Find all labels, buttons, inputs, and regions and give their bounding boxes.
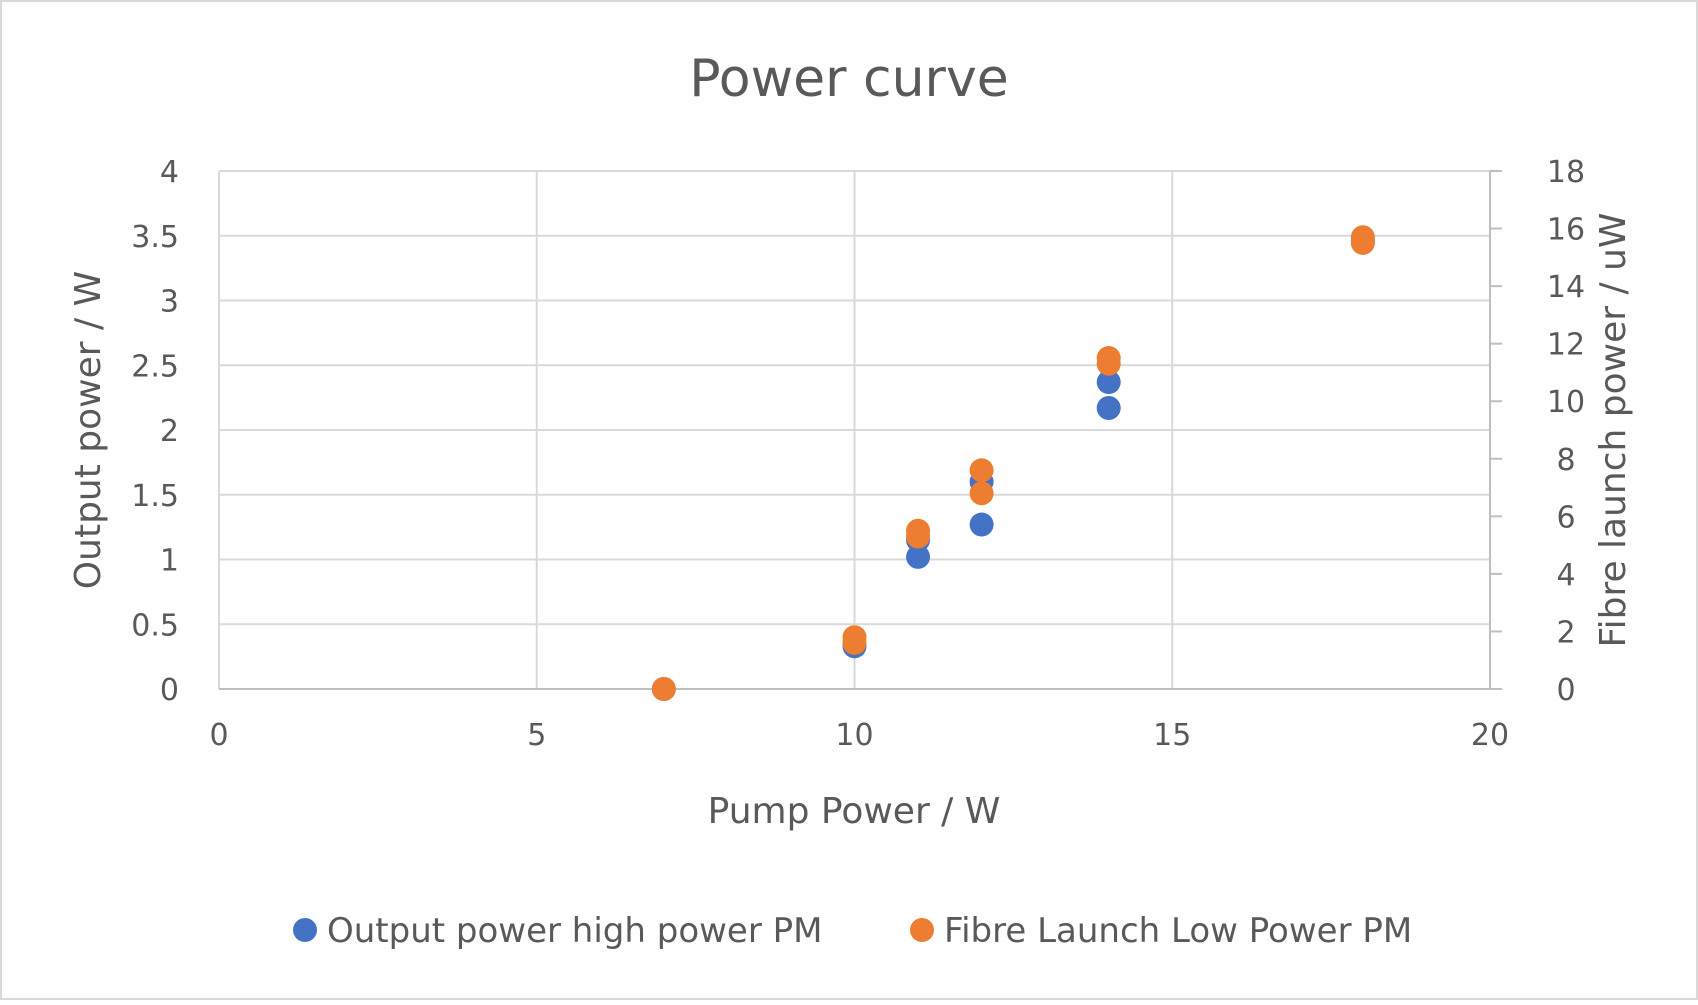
y2-tick-label: 8: [1556, 443, 1575, 478]
data-point-fibre-launch: [842, 625, 867, 650]
y2-tick-label: 2: [1556, 615, 1575, 650]
legend-marker-fibre-launch: [910, 918, 934, 942]
legend-label-fibre-launch: Fibre Launch Low Power PM: [944, 911, 1412, 951]
y2-tick-label: 10: [1547, 385, 1585, 420]
data-point-fibre-launch: [1350, 225, 1375, 250]
chart-title: Power curve: [689, 49, 1008, 109]
legend-marker-output-power: [293, 918, 317, 942]
data-point-fibre-launch: [1096, 346, 1121, 371]
x-tick-label: 10: [835, 718, 873, 753]
y-tick-label: 3: [160, 285, 179, 320]
y2-tick-label: 4: [1556, 558, 1575, 593]
y-tick-label: 4: [160, 155, 179, 190]
y-tick-label: 1: [160, 544, 179, 579]
data-point-fibre-launch: [969, 481, 994, 506]
y-tick-label: 0: [160, 673, 179, 708]
data-point-output-power: [1096, 395, 1121, 420]
y-tick-label: 2.5: [131, 349, 179, 384]
x-tick-label: 15: [1153, 718, 1191, 753]
x-tick-label: 20: [1471, 718, 1509, 753]
x-axis-label: Pump Power / W: [708, 791, 1001, 832]
y2-axis-label: Fibre launch power / uW: [1593, 213, 1634, 648]
data-point-output-power: [1096, 370, 1121, 395]
y2-tick-label: 16: [1547, 213, 1585, 248]
x-tick-label: 5: [527, 718, 546, 753]
legend-label-output-power: Output power high power PM: [327, 911, 822, 951]
legend: Output power high power PM Fibre Launch …: [293, 911, 1412, 951]
data-point-fibre-launch: [906, 518, 931, 543]
y2-tick-label: 0: [1556, 673, 1575, 708]
data-point-output-power: [969, 512, 994, 537]
y-tick-label: 0.5: [131, 608, 179, 643]
data-point-output-power: [906, 544, 931, 569]
axes: [218, 170, 1502, 690]
y2-tick-label: 14: [1547, 270, 1585, 305]
data-point-fibre-launch: [651, 677, 676, 701]
y-axis-label: Output power / W: [68, 271, 109, 589]
tick-labels: 0 0.5 1 1.5 2 2.5 3 3.5 4 0 5 10 15 20 0 2 4 6 8 10 12 14 16 18: [131, 155, 1585, 753]
y-tick-label: 1.5: [131, 479, 179, 514]
data-points: [651, 225, 1375, 701]
y2-tick-label: 6: [1556, 500, 1575, 535]
y-tick-label: 2: [160, 414, 179, 449]
y2-tick-label: 12: [1547, 328, 1585, 363]
y2-tick-label: 18: [1547, 155, 1585, 190]
data-point-fibre-launch: [969, 458, 994, 483]
x-tick-label: 0: [209, 718, 228, 753]
y-tick-label: 3.5: [131, 220, 179, 255]
